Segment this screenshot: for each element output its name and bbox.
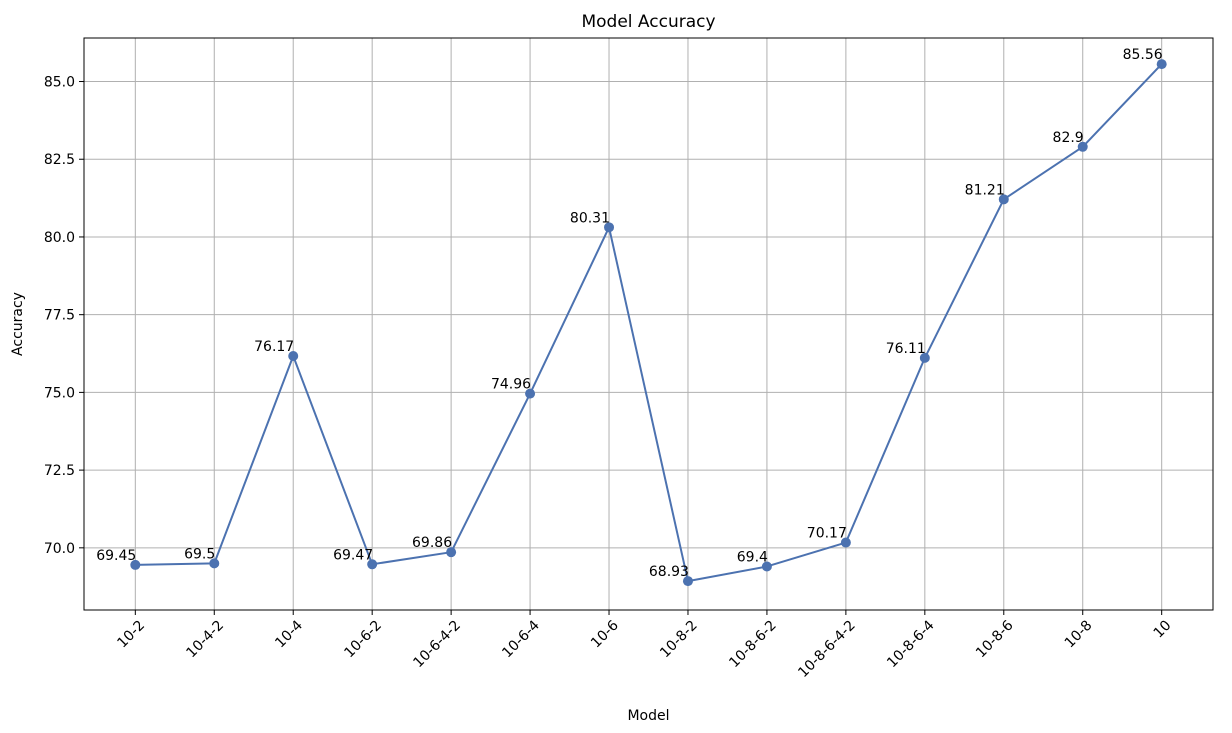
data-point: [998, 194, 1009, 205]
y-tick-label: 82.5: [44, 152, 75, 168]
data-label: 80.31: [570, 210, 610, 226]
x-tick-label: 10-8-2: [657, 618, 701, 662]
x-tick-label: 10-8-6-4: [884, 617, 938, 671]
data-label: 69.4: [737, 549, 768, 565]
data-labels: 69.45 69.5 76.17 69.47 69.86 74.96 80.31 68.93 6…: [96, 47, 1163, 580]
chart-title: Model Accuracy: [581, 12, 715, 32]
plot-frame: [83, 37, 1214, 611]
x-tick-label: 10-8-6-4-2: [795, 618, 858, 681]
y-tick-label: 75.0: [44, 385, 75, 401]
data-point: [367, 559, 378, 570]
x-tick-label: 10-8: [1062, 618, 1096, 652]
data-point: [840, 537, 851, 548]
x-tick-label: 10-6-4: [499, 617, 543, 661]
data-point: [209, 558, 220, 569]
data-point: [761, 561, 772, 572]
data-label: 69.47: [333, 547, 373, 563]
x-tick-label: 10: [1151, 618, 1175, 642]
data-label: 69.5: [184, 546, 215, 562]
y-axis-title: Accuracy: [10, 292, 26, 356]
x-tick-label: 10-6-4-2: [410, 618, 464, 672]
y-tick-label: 85.0: [44, 75, 75, 91]
x-axis-title: Model: [627, 708, 669, 724]
data-point: [604, 222, 615, 233]
data-point: [919, 352, 930, 363]
x-tick-label: 10-2: [114, 618, 148, 652]
x-tick-label: 10-4: [272, 617, 306, 651]
series-accuracy: [130, 59, 1167, 587]
data-point: [1077, 141, 1088, 152]
data-point: [682, 576, 693, 587]
data-point: [130, 559, 141, 570]
data-label: 76.11: [886, 341, 926, 357]
data-label: 81.21: [965, 182, 1005, 198]
y-tick-label: 80.0: [44, 230, 75, 246]
data-label: 69.86: [412, 535, 452, 551]
data-point: [446, 547, 457, 558]
data-point: [1156, 59, 1167, 70]
x-tick-label: 10-6-2: [341, 618, 385, 662]
y-tick-label: 70.0: [44, 541, 75, 557]
data-label: 74.96: [491, 377, 531, 393]
data-label: 76.17: [254, 339, 294, 355]
x-tick-label: 10-4-2: [183, 618, 227, 662]
x-tick-label: 10-8-6-2: [726, 618, 780, 672]
data-point: [288, 351, 299, 362]
data-label: 69.45: [96, 548, 136, 564]
data-label: 85.56: [1123, 47, 1163, 63]
grid-lines: [84, 38, 1213, 610]
x-tick-label: 10-8-6: [973, 617, 1017, 661]
data-label: 70.17: [807, 526, 847, 542]
data-label: 82.9: [1053, 130, 1084, 146]
x-tick-label: 10-6: [588, 617, 622, 651]
series-line: [135, 63, 1163, 583]
y-tick-label: 72.5: [44, 463, 75, 479]
data-label: 68.93: [649, 564, 689, 580]
y-tick-label: 77.5: [44, 308, 75, 324]
data-point: [525, 388, 536, 399]
